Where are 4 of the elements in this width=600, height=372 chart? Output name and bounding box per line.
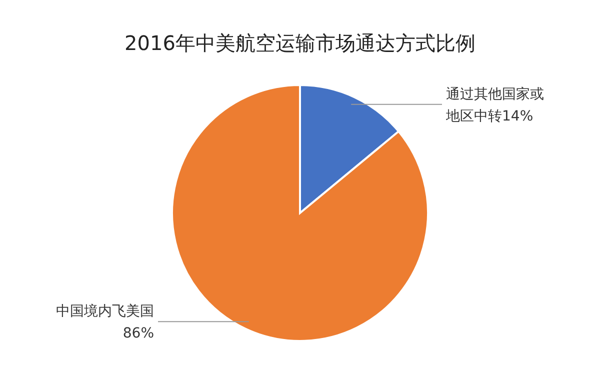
slice-label: 中国境内飞美国 xyxy=(56,304,154,320)
chart-title: 2016年中美航空运输市场通达方式比例 xyxy=(124,31,476,55)
slice-label: 通过其他国家或地区中转14% xyxy=(445,86,544,124)
data-label: 86% xyxy=(122,326,154,342)
